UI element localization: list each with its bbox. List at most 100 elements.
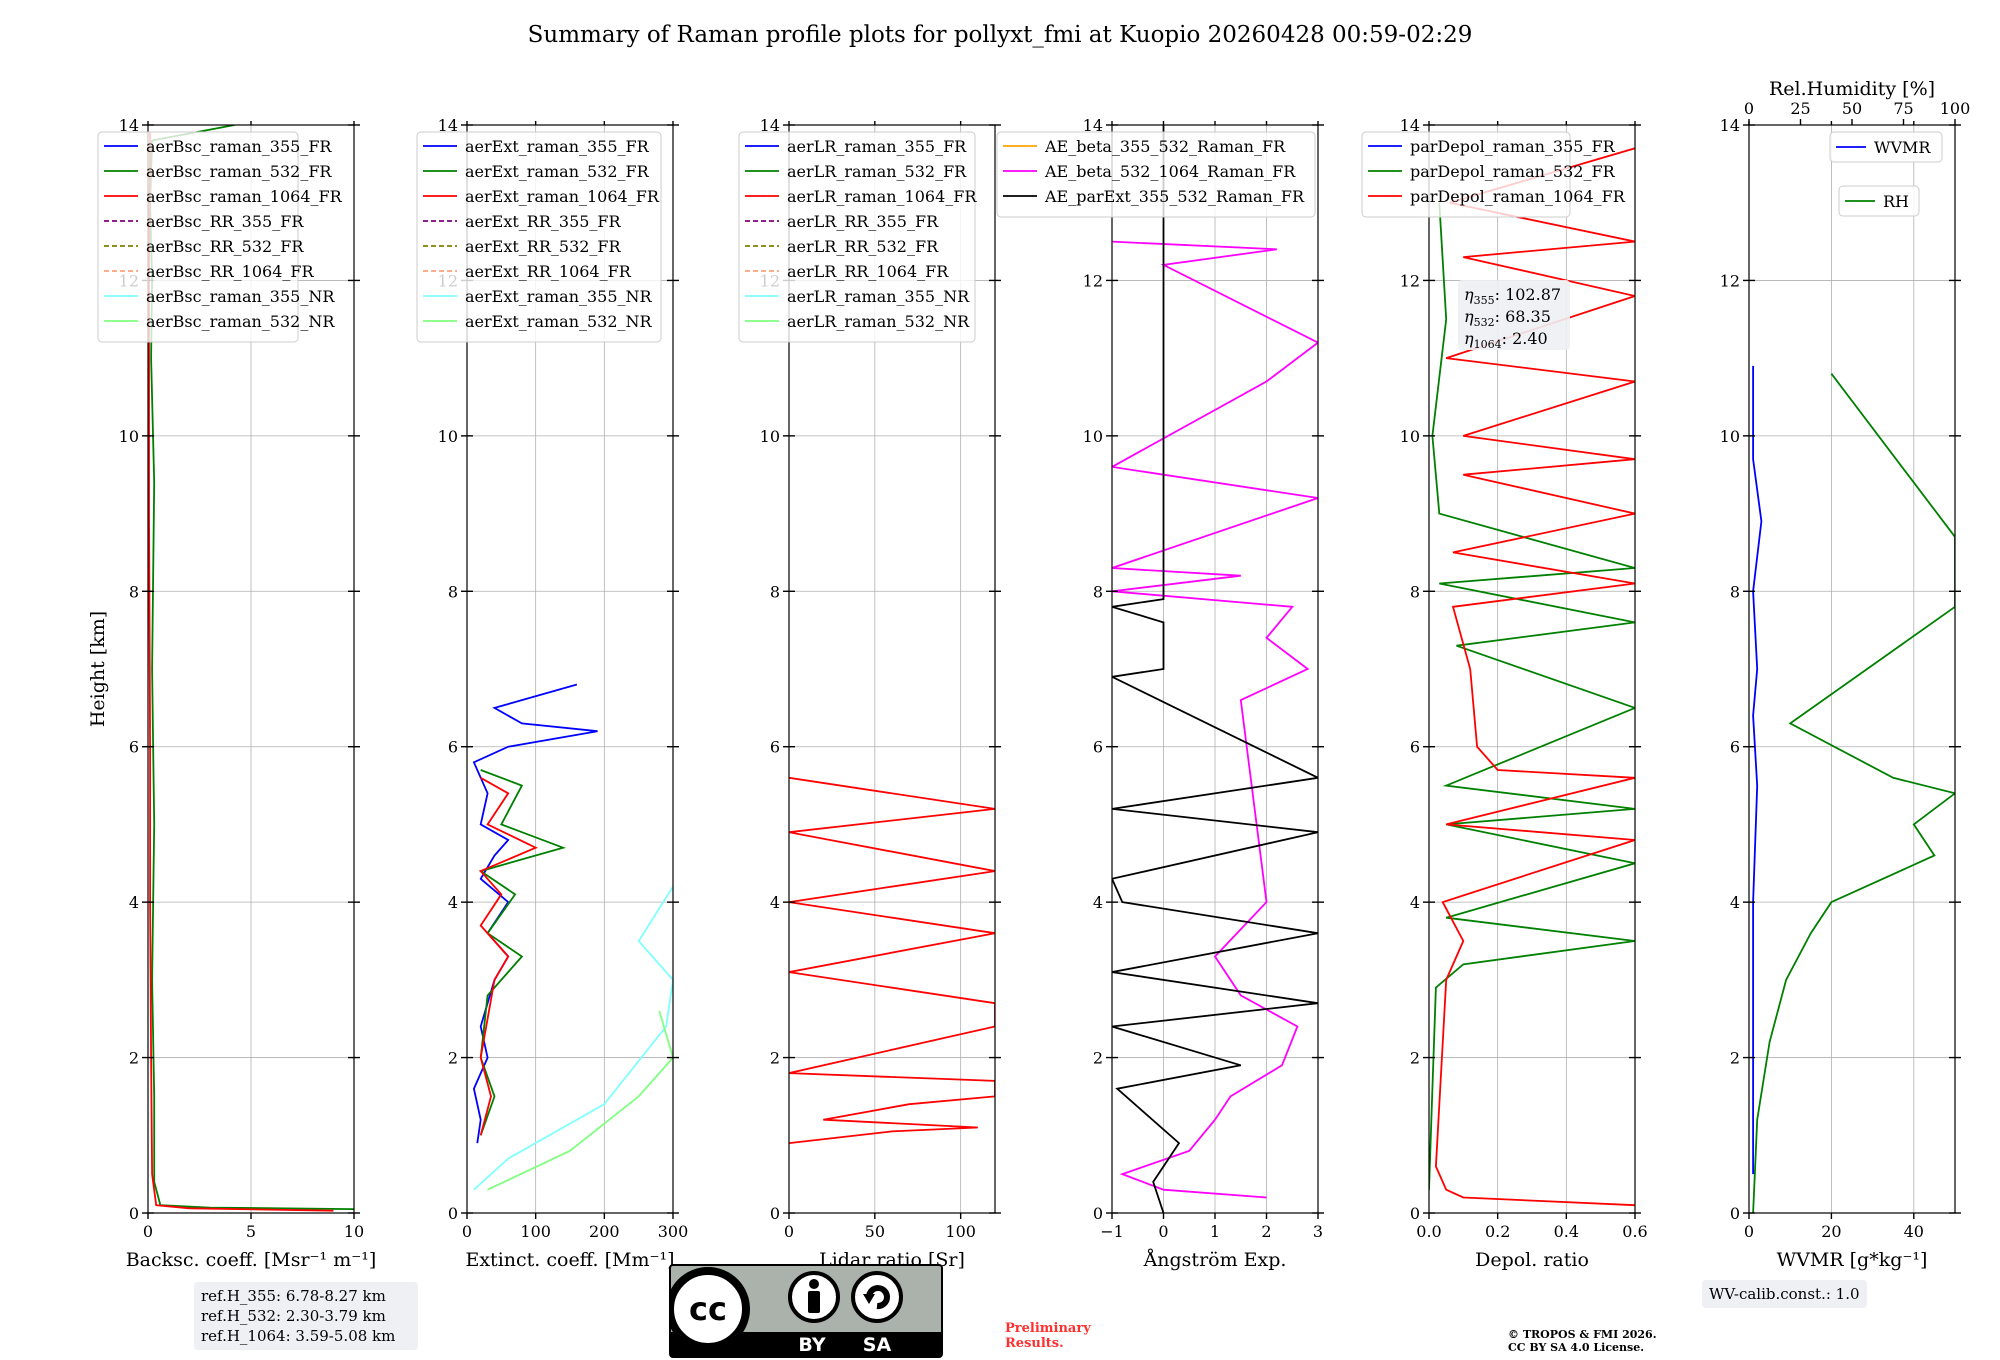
ref-height-1064: ref.H_1064: 3.59-5.08 km: [201, 1327, 396, 1345]
legend-label: aerLR_raman_355_NR: [787, 287, 970, 306]
x-tick-label: 50: [865, 1222, 885, 1241]
y-tick-label: 10: [760, 427, 780, 446]
y-tick-label: 8: [770, 582, 780, 601]
y-tick-label: 8: [129, 582, 139, 601]
series-aerExt_raman_532_NR: [487, 1010, 673, 1191]
copyright-note: © TROPOS & FMI 2026. CC BY SA 4.0 Licens…: [1508, 1328, 1657, 1354]
legend-label: aerLR_RR_532_FR: [787, 237, 939, 256]
sa-text: SA: [863, 1334, 892, 1356]
y-tick-label: 6: [129, 738, 139, 757]
legend-label: aerLR_RR_355_FR: [787, 212, 939, 231]
y-tick-label: 14: [119, 116, 139, 135]
series-WVMR: [1752, 365, 1763, 1175]
cc-by-sa-logo: cc BY SA: [669, 1264, 943, 1358]
legend-label: aerBsc_raman_355_NR: [146, 287, 335, 306]
series-aerExt_raman_532_FR: [478, 769, 566, 1136]
legend-label: aerBsc_raman_1064_FR: [146, 187, 343, 206]
sa-share-icon: [851, 1271, 903, 1323]
series-AE_beta_532_1064_Raman_FR: [1112, 240, 1318, 1199]
legend-label: parDepol_raman_1064_FR: [1410, 187, 1626, 206]
legend-label: AE_parExt_355_532_Raman_FR: [1044, 187, 1305, 206]
x-tick-label: 0.6: [1622, 1222, 1647, 1241]
x-tick-label: 0.0: [1416, 1222, 1441, 1241]
y-tick-label: 12: [1083, 271, 1103, 290]
y-tick-label: 10: [1083, 427, 1103, 446]
x2-tick-label: 100: [1940, 99, 1971, 118]
wv-calibration-box: WV-calib.const.: 1.0: [1702, 1280, 1867, 1308]
y-tick-label: 0: [1730, 1204, 1740, 1223]
legend-box: [416, 131, 662, 343]
axes-frame: [466, 124, 674, 1214]
x-axis-label: WVMR [g*kg⁻¹]: [1777, 1249, 1928, 1271]
x-tick-label: 0: [143, 1222, 153, 1241]
y-tick-label: 10: [1720, 427, 1740, 446]
x2-tick-label: 50: [1842, 99, 1862, 118]
eta-value: η355: 102.87: [1464, 285, 1561, 307]
legend-label: aerLR_raman_355_FR: [787, 137, 967, 156]
series-aerLR_raman_1064_FR: [789, 776, 995, 1144]
legend: aerBsc_raman_355_FR aerBsc_raman_532_FRae…: [97, 131, 343, 343]
x-tick-label: 5: [246, 1222, 256, 1241]
y-tick-label: 14: [1400, 116, 1420, 135]
preliminary-results-note: Preliminary Results.: [1005, 1321, 1091, 1351]
legend-label: aerExt_RR_1064_FR: [465, 262, 632, 281]
y-tick-label: 8: [448, 582, 458, 601]
y-tick-label: 6: [1410, 738, 1420, 757]
axes-frame: [1748, 124, 1956, 1214]
y-tick-label: 12: [1400, 271, 1420, 290]
x-tick-label: 300: [658, 1222, 689, 1241]
legend-box: [738, 131, 976, 343]
legend-label: aerBsc_RR_532_FR: [146, 237, 304, 256]
y-tick-label: 4: [770, 893, 780, 912]
ref-height-532: ref.H_532: 2.30-3.79 km: [201, 1307, 386, 1325]
panel-extinction: 024681012140100200300Extinct. coeff. [Mm…: [416, 116, 689, 1271]
series-RH: [1752, 373, 1955, 1213]
legend-label: aerLR_raman_1064_FR: [787, 187, 977, 206]
y-tick-label: 14: [1083, 116, 1103, 135]
x2-tick-label: 25: [1790, 99, 1810, 118]
x2-axis-label: Rel.Humidity [%]: [1769, 78, 1935, 100]
y-tick-label: 4: [1730, 893, 1740, 912]
y-axis-label: Height [km]: [87, 611, 109, 727]
x-tick-label: 1: [1210, 1222, 1220, 1241]
legend: parDepol_raman_355_FR parDepol_raman_532_…: [1361, 131, 1626, 218]
y-tick-label: 4: [448, 893, 458, 912]
y-tick-label: 12: [1720, 271, 1740, 290]
y-tick-label: 2: [770, 1049, 780, 1068]
reference-heights-box: ref.H_355: 6.78-8.27 km ref.H_532: 2.30-…: [194, 1282, 418, 1350]
eta-value: η1064: 2.40: [1464, 329, 1548, 351]
x-tick-label: 0: [784, 1222, 794, 1241]
legend-box: [1829, 131, 1943, 163]
y-tick-label: 4: [1410, 893, 1420, 912]
series-AE_parExt_355_532_Raman_FR: [1112, 125, 1318, 1213]
panel-backscatter: 024681012140510Backsc. coeff. [Msr⁻¹ m⁻¹…: [87, 116, 376, 1271]
y-tick-label: 2: [1410, 1049, 1420, 1068]
x-tick-label: 2: [1261, 1222, 1271, 1241]
x-axis-label: Backsc. coeff. [Msr⁻¹ m⁻¹]: [126, 1249, 377, 1271]
y-tick-label: 6: [1093, 738, 1103, 757]
legend-label: aerBsc_raman_532_FR: [146, 162, 332, 181]
y-tick-label: 6: [448, 738, 458, 757]
copyright-text: © TROPOS & FMI 2026.: [1508, 1328, 1657, 1341]
x-tick-label: 0.2: [1485, 1222, 1510, 1241]
series-parDepol_raman_1064_FR: [1434, 147, 1635, 1207]
legend-label: WVMR: [1874, 138, 1931, 157]
legend-box: [1361, 131, 1571, 218]
legend-label: aerExt_raman_355_FR: [465, 137, 650, 156]
series-parDepol_raman_532_FR: [1429, 202, 1635, 1190]
legend-label: aerExt_raman_532_NR: [465, 312, 653, 331]
y-tick-label: 14: [760, 116, 780, 135]
legend-label: AE_beta_532_1064_Raman_FR: [1044, 162, 1296, 181]
x-tick-label: 100: [945, 1222, 976, 1241]
eta-value: η532: 68.35: [1464, 307, 1551, 329]
eta-box: [1458, 280, 1570, 350]
axes-frame: [1428, 124, 1636, 1214]
y-tick-label: 0: [448, 1204, 458, 1223]
legend-label: aerLR_raman_532_NR: [787, 312, 970, 331]
legend-label: aerExt_RR_532_FR: [465, 237, 622, 256]
cc-text: cc: [689, 1290, 727, 1328]
series-aerExt_raman_355_NR: [473, 886, 673, 1191]
